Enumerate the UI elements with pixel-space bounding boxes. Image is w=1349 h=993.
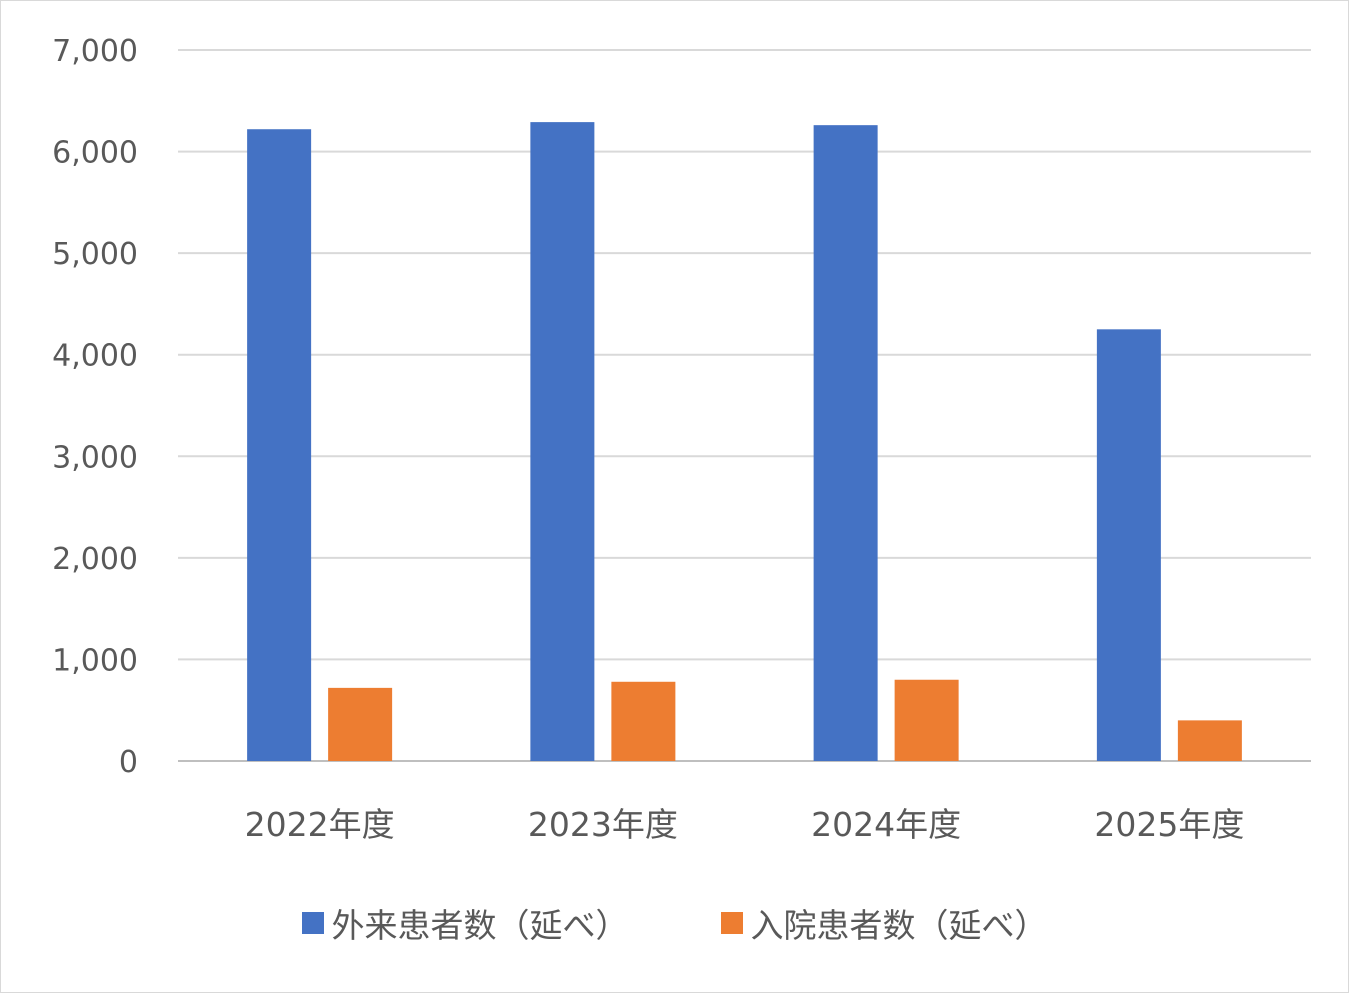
legend-swatch-outpatient xyxy=(301,912,324,934)
bar-inpatient-2 xyxy=(894,679,959,761)
y-tick-label: 1,000 xyxy=(52,643,138,678)
legend-item-outpatient: 外来患者数（延べ） xyxy=(301,899,629,947)
y-tick-label: 7,000 xyxy=(52,34,138,69)
bar-inpatient-3 xyxy=(1177,720,1242,761)
bar-inpatient-1 xyxy=(611,681,676,761)
bar-outpatient-3 xyxy=(1096,329,1161,761)
bar-inpatient-0 xyxy=(328,687,393,761)
y-tick-label: 5,000 xyxy=(52,237,138,272)
x-tick-label: 2024年度 xyxy=(811,805,961,844)
x-tick-label: 2022年度 xyxy=(245,805,395,844)
bars xyxy=(247,122,1242,762)
bar-outpatient-2 xyxy=(813,125,878,762)
y-tick-label: 0 xyxy=(119,745,138,780)
x-tick-label: 2023年度 xyxy=(528,805,678,844)
legend-label-inpatient: 入院患者数（延べ） xyxy=(750,906,1048,945)
y-tick-label: 6,000 xyxy=(52,136,138,171)
y-axis-tick-labels: 0 1,000 2,000 3,000 4,000 5,000 6,000 7,000 xyxy=(52,34,138,780)
x-axis-tick-labels: 2022年度 2023年度 2024年度 2025年度 xyxy=(245,805,1245,844)
y-tick-label: 2,000 xyxy=(52,542,138,577)
y-tick-label: 3,000 xyxy=(52,440,138,475)
legend-label-outpatient: 外来患者数（延べ） xyxy=(331,906,629,945)
legend: 外来患者数（延べ） 入院患者数（延べ） xyxy=(0,898,1349,948)
x-tick-label: 2025年度 xyxy=(1094,805,1244,844)
legend-item-inpatient: 入院患者数（延べ） xyxy=(720,899,1048,947)
bar-outpatient-1 xyxy=(530,122,595,761)
y-tick-label: 4,000 xyxy=(52,339,138,374)
legend-swatch-inpatient xyxy=(720,912,743,934)
bar-outpatient-0 xyxy=(247,129,312,761)
